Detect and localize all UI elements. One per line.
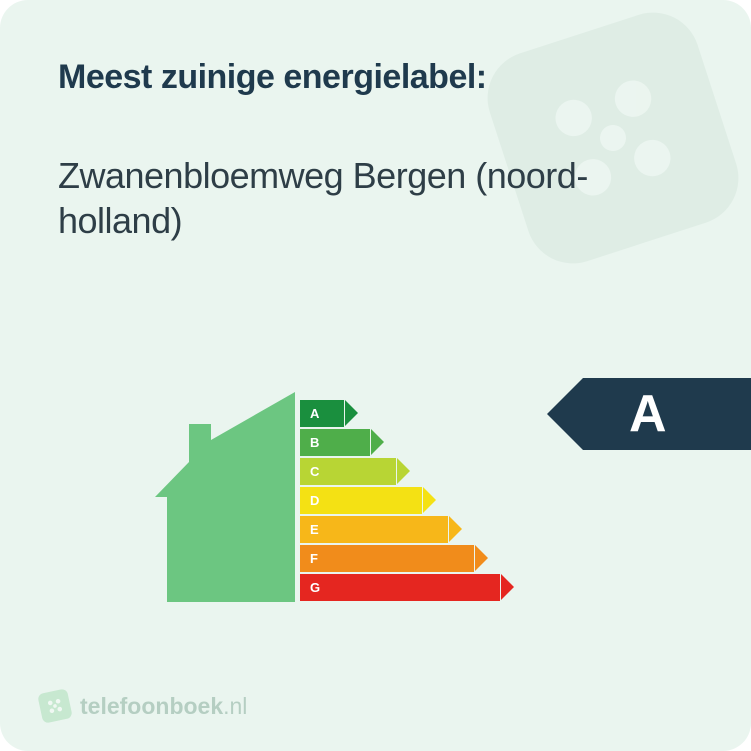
house-icon bbox=[155, 392, 295, 602]
footer-tld: .nl bbox=[223, 693, 247, 719]
footer-text: telefoonboek.nl bbox=[80, 693, 247, 720]
selected-label-badge: A bbox=[583, 378, 751, 450]
energy-bar-row: F bbox=[300, 545, 500, 572]
energy-chart: ABCDEFG A bbox=[0, 372, 751, 622]
content-area: Meest zuinige energielabel: Zwanenbloemw… bbox=[0, 0, 751, 243]
energy-bar-label: G bbox=[310, 580, 320, 595]
footer-brand: telefoonboek.nl bbox=[40, 691, 247, 721]
energy-bar: G bbox=[300, 574, 500, 601]
energy-bar-label: E bbox=[310, 522, 319, 537]
page-title: Meest zuinige energielabel: bbox=[58, 58, 693, 97]
energy-bar-row: C bbox=[300, 458, 500, 485]
energy-bars: ABCDEFG bbox=[300, 400, 500, 603]
energy-bar-row: G bbox=[300, 574, 500, 601]
energy-bar-label: B bbox=[310, 435, 319, 450]
selected-label-letter: A bbox=[629, 384, 667, 444]
energy-bar: F bbox=[300, 545, 474, 572]
footer-brand-name: telefoonboek bbox=[80, 693, 223, 719]
energy-bar-label: D bbox=[310, 493, 319, 508]
energy-bar-label: A bbox=[310, 406, 319, 421]
address-subtitle: Zwanenbloemweg Bergen (noord-holland) bbox=[58, 153, 693, 243]
energy-bar-row: A bbox=[300, 400, 500, 427]
energy-bar-label: C bbox=[310, 464, 319, 479]
energy-bar: C bbox=[300, 458, 396, 485]
energy-bar: B bbox=[300, 429, 370, 456]
energy-bar-row: D bbox=[300, 487, 500, 514]
energy-bar-label: F bbox=[310, 551, 318, 566]
energy-bar-row: B bbox=[300, 429, 500, 456]
energy-bar: A bbox=[300, 400, 344, 427]
energy-bar: D bbox=[300, 487, 422, 514]
energy-bar-row: E bbox=[300, 516, 500, 543]
energy-bar: E bbox=[300, 516, 448, 543]
footer-logo-icon bbox=[37, 688, 73, 724]
energy-label-card: Meest zuinige energielabel: Zwanenbloemw… bbox=[0, 0, 751, 751]
